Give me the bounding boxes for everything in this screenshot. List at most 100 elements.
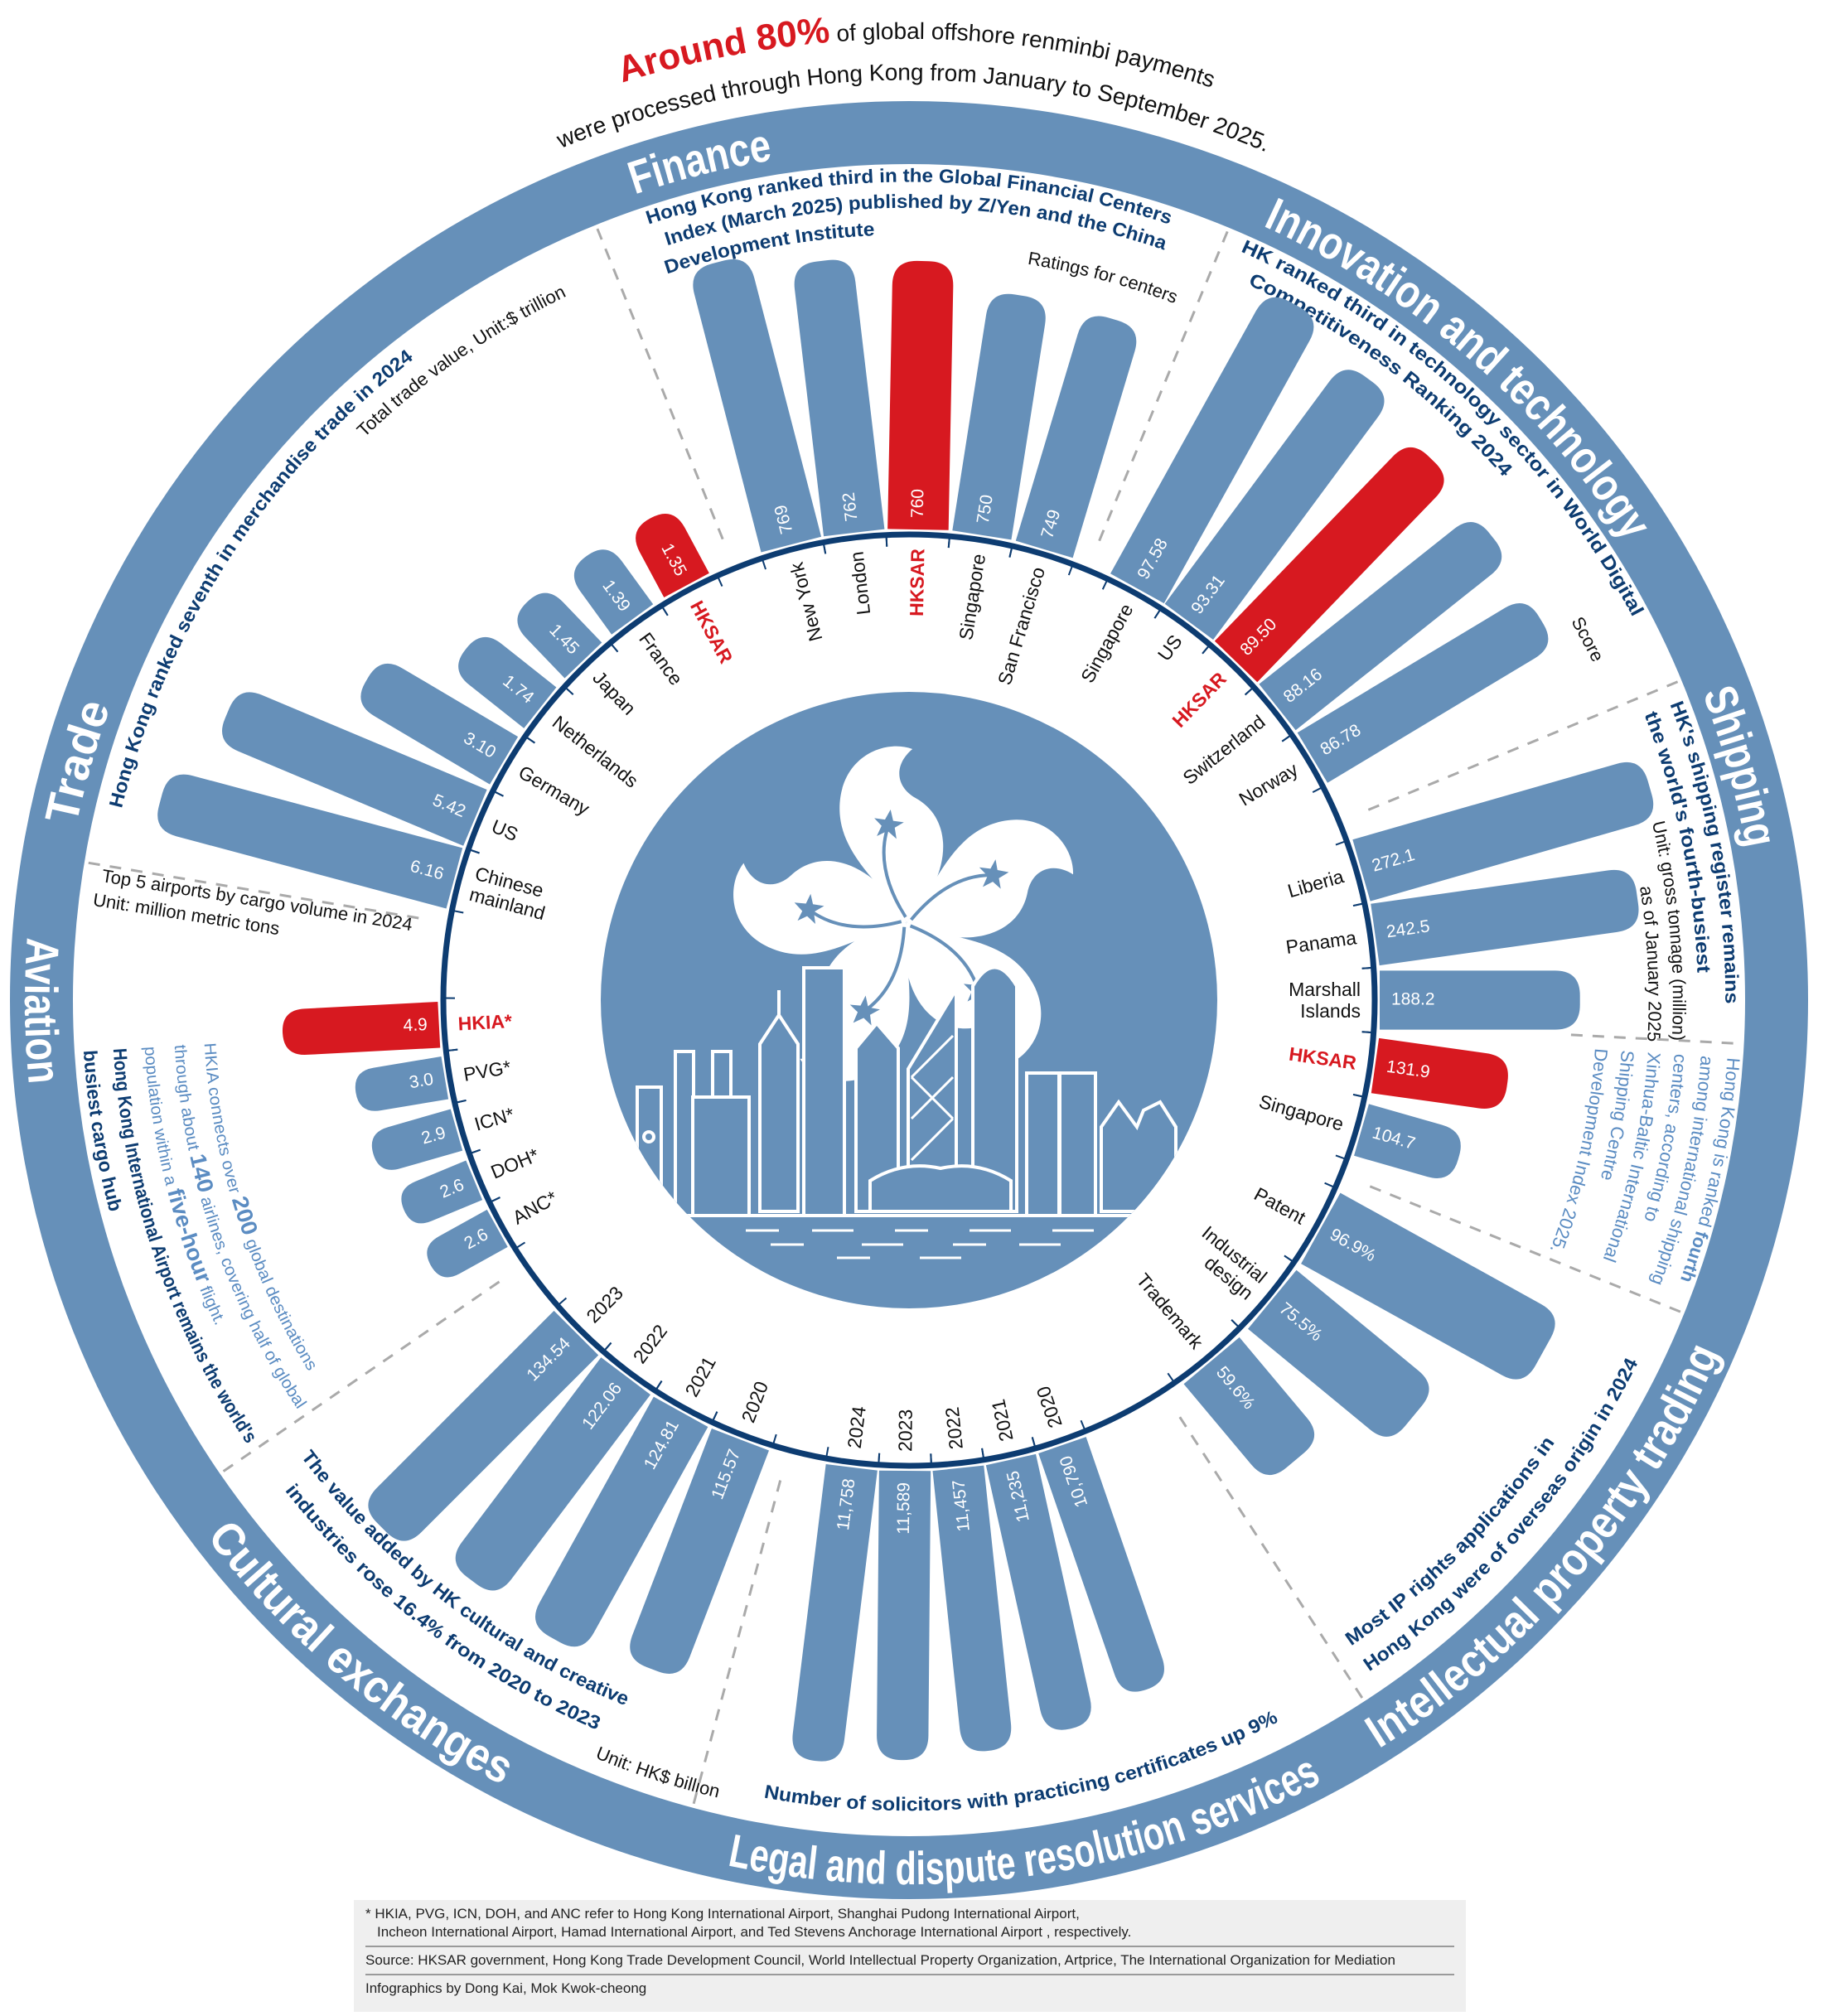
category-label-line: Singapore — [1076, 600, 1138, 686]
water-lines — [746, 1229, 1094, 1259]
bar-group — [1038, 1437, 1164, 1692]
axis-tick — [563, 686, 574, 695]
axis-tick — [1312, 786, 1324, 793]
bar-group — [1371, 1037, 1508, 1109]
axis-tick — [1101, 578, 1109, 590]
axis-tick — [469, 1148, 481, 1155]
category-label-line: Trademark — [1132, 1269, 1207, 1354]
axis-tick — [1361, 966, 1374, 969]
category-label: 2021 — [680, 1353, 720, 1400]
bar-group — [792, 1463, 878, 1762]
category-label: Trademark — [1132, 1269, 1207, 1354]
axis-tick — [1080, 1419, 1086, 1432]
footer-notes: * HKIA, PVG, ICN, DOH, and ANC refer to … — [354, 1900, 1466, 2012]
category-label: 2023 — [582, 1282, 627, 1327]
bar — [1297, 603, 1549, 783]
bar — [534, 1396, 708, 1647]
axis-tick — [1202, 644, 1211, 655]
bar-group — [1183, 1337, 1315, 1475]
axis-tick — [825, 1447, 829, 1459]
bar — [355, 1056, 449, 1111]
axis-tick — [771, 1433, 777, 1446]
bar-group — [877, 1470, 931, 1761]
credits-line: Infographics by Dong Kai, Mok Kwok-cheon… — [365, 1980, 647, 1996]
category-label: Panama — [1284, 926, 1358, 958]
category-label-line: DOH* — [488, 1144, 542, 1183]
category-label: Singapore — [955, 553, 989, 642]
bar-group — [887, 260, 954, 530]
category-label-line: Singapore — [1257, 1090, 1347, 1135]
bar-group — [1301, 1192, 1555, 1380]
bar-group — [932, 1465, 1012, 1752]
bar — [360, 663, 519, 785]
section-title-aviation: Aviation — [15, 937, 71, 1085]
axis-tick — [1008, 545, 1013, 558]
category-label-line: US — [489, 815, 522, 845]
category-label: London — [846, 550, 875, 616]
category-label-line: Norway — [1235, 758, 1303, 810]
axis-tick — [1067, 563, 1074, 576]
bar-group — [283, 1001, 441, 1055]
bar-group — [517, 592, 602, 679]
bar-group — [222, 692, 487, 846]
bar-value-label: 760 — [908, 489, 928, 518]
bar-group — [794, 259, 885, 537]
axis-tick — [525, 735, 535, 744]
footnote-line-2: Incheon International Airport, Hamad Int… — [377, 1924, 1132, 1940]
bar — [1352, 761, 1654, 902]
bar-group — [1371, 869, 1639, 966]
bar-highlight — [1371, 1037, 1508, 1109]
bar-group — [1214, 447, 1444, 683]
bar-group — [368, 1310, 599, 1541]
bar — [1354, 1104, 1461, 1178]
bar-group — [573, 549, 654, 635]
bauhinia-flower-icon — [705, 746, 1098, 1119]
bar-group — [360, 663, 519, 785]
category-label: Patent — [1250, 1183, 1309, 1229]
category-label-line: PVG* — [462, 1056, 512, 1085]
category-label-line: Netherlands — [549, 711, 642, 791]
category-label: Singapore — [1076, 600, 1138, 686]
category-label-line: HKSAR — [1168, 668, 1231, 732]
category-label-line: France — [635, 628, 687, 689]
category-label: US — [1153, 631, 1187, 665]
category-label: 2021 — [987, 1397, 1017, 1443]
bar — [1164, 370, 1385, 641]
bar-group — [1164, 370, 1385, 641]
axis-tick — [602, 1342, 612, 1352]
bar — [877, 1470, 931, 1761]
source-line: Source: HKSAR government, Hong Kong Trad… — [365, 1952, 1395, 1968]
category-label: 2022 — [941, 1406, 967, 1451]
bar-value-label: 188.2 — [1391, 990, 1435, 1009]
category-label: 2023 — [894, 1409, 916, 1452]
axis-tick — [1324, 1182, 1336, 1189]
bar — [630, 1429, 770, 1675]
category-label-line: 2020 — [1032, 1384, 1066, 1431]
innovation-axis-note: Score — [1568, 613, 1608, 665]
outer-ring — [10, 101, 1808, 1899]
bar — [573, 549, 654, 635]
bar — [1015, 316, 1137, 558]
axis-tick — [1153, 607, 1162, 619]
axis-tick — [1352, 902, 1365, 907]
bar — [952, 293, 1046, 540]
bar — [371, 1109, 463, 1170]
bar — [368, 1310, 599, 1541]
bar-value-label: 762 — [839, 491, 862, 522]
category-label: 2024 — [844, 1404, 870, 1449]
category-label: Netherlands — [549, 711, 642, 791]
category-label: Industrialdesign — [1184, 1221, 1271, 1303]
bar — [794, 259, 885, 537]
category-label-line: Singapore — [955, 553, 989, 642]
category-label-line: 2021 — [987, 1397, 1017, 1443]
bar — [401, 1160, 483, 1224]
bar-group — [630, 1429, 770, 1675]
bar — [1371, 869, 1639, 966]
bar-group — [427, 1209, 508, 1278]
category-label-line: Liberia — [1285, 865, 1347, 902]
category-label-line: HKIA* — [457, 1010, 512, 1034]
category-label: Norway — [1235, 758, 1303, 810]
category-label-line: 2022 — [941, 1406, 967, 1451]
finance-axis-note: Ratings for centers — [1027, 248, 1181, 307]
